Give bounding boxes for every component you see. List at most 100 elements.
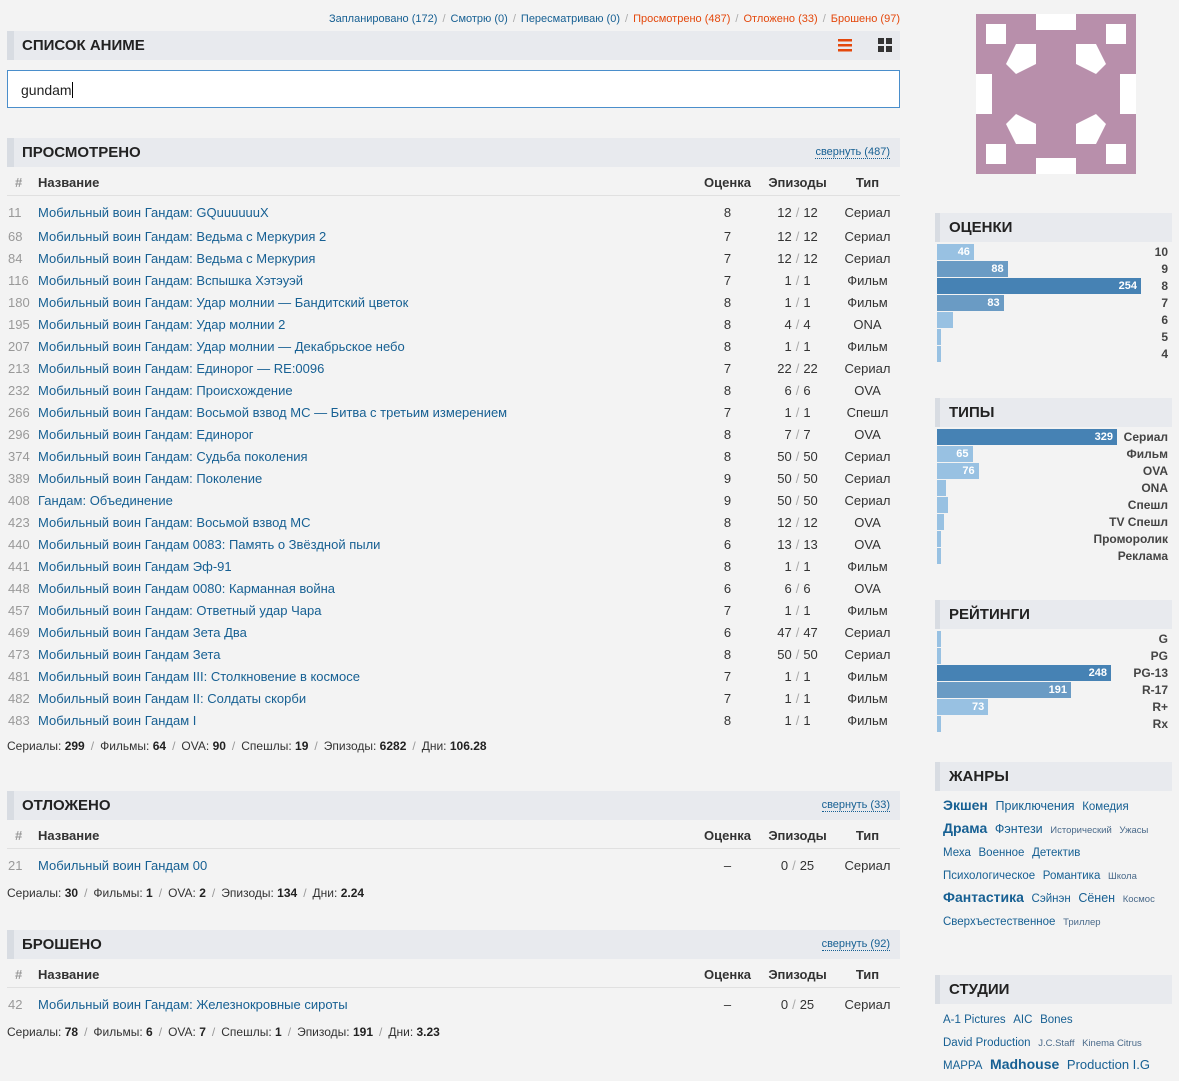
bar-row[interactable]: 5 xyxy=(937,329,1172,345)
bar-row[interactable]: 254 8 xyxy=(937,278,1172,294)
studio-tag[interactable]: Kinema Citrus xyxy=(1082,1038,1142,1049)
episodes-watched[interactable]: 4 xyxy=(784,316,792,332)
anime-link[interactable]: Мобильный воин Гандам I xyxy=(38,712,197,728)
anime-link[interactable]: Мобильный воин Гандам: Восьмой взвод МС … xyxy=(38,404,508,420)
collapse-link[interactable]: свернуть (92) xyxy=(821,938,890,951)
score[interactable]: 8 xyxy=(723,558,732,574)
user-avatar[interactable] xyxy=(976,14,1136,174)
score[interactable]: 7 xyxy=(723,404,732,420)
score[interactable]: 9 xyxy=(723,470,732,486)
column-score[interactable]: Оценка xyxy=(695,171,760,196)
search-input[interactable]: gundam xyxy=(7,70,900,108)
anime-link[interactable]: Мобильный воин Гандам Зета Два xyxy=(38,624,247,640)
episodes-watched[interactable]: 13 xyxy=(777,536,792,552)
episodes-watched[interactable]: 50 xyxy=(777,646,792,662)
episodes-watched[interactable]: 12 xyxy=(777,228,792,244)
list-view-icon[interactable] xyxy=(838,38,852,52)
episodes-watched[interactable]: 1 xyxy=(784,404,792,420)
anime-link[interactable]: Мобильный воин Гандам: Ответный удар Чар… xyxy=(38,602,322,618)
status-link[interactable]: Запланировано (172) xyxy=(328,13,438,25)
bar-row[interactable]: 65 Фильм xyxy=(937,446,1172,462)
column-num[interactable]: # xyxy=(7,963,37,988)
anime-link[interactable]: Мобильный воин Гандам: Ведьма с Меркурия… xyxy=(38,228,327,244)
anime-link[interactable]: Мобильный воин Гандам: Происхождение xyxy=(38,382,293,398)
studio-tag[interactable]: David Production xyxy=(943,1037,1031,1049)
column-type[interactable]: Тип xyxy=(835,824,900,849)
bar-row[interactable]: Реклама xyxy=(937,548,1172,564)
score[interactable]: 7 xyxy=(723,228,732,244)
genre-tag[interactable]: Драма xyxy=(943,820,988,836)
score[interactable]: 8 xyxy=(723,514,732,530)
status-link[interactable]: Брошено (97) xyxy=(830,13,900,25)
anime-link[interactable]: Мобильный воин Гандам: Удар молнии 2 xyxy=(38,316,286,332)
score[interactable]: 7 xyxy=(723,360,732,376)
bar-row[interactable]: Проморолик xyxy=(937,531,1172,547)
episodes-watched[interactable]: 1 xyxy=(784,272,792,288)
collapse-link[interactable]: свернуть (33) xyxy=(821,799,890,812)
episodes-watched[interactable]: 12 xyxy=(777,205,792,221)
anime-link[interactable]: Мобильный воин Гандам III: Столкновение … xyxy=(38,668,360,684)
episodes-watched[interactable]: 12 xyxy=(777,250,792,266)
column-episodes[interactable]: Эпизоды xyxy=(760,963,835,988)
score[interactable]: 7 xyxy=(723,690,732,706)
genre-tag[interactable]: Сэйнэн xyxy=(1031,893,1071,905)
genre-tag[interactable]: Космос xyxy=(1122,894,1155,905)
episodes-watched[interactable]: 7 xyxy=(784,426,792,442)
anime-link[interactable]: Мобильный воин Гандам: GQuuuuuuX xyxy=(38,205,269,221)
genre-tag[interactable]: Фэнтези xyxy=(994,822,1043,836)
score[interactable]: 8 xyxy=(723,448,732,464)
genre-tag[interactable]: Меха xyxy=(943,847,971,859)
bar-row[interactable]: PG xyxy=(937,648,1172,664)
score[interactable]: 7 xyxy=(723,250,732,266)
studio-tag[interactable]: Production I.G xyxy=(1066,1057,1151,1072)
genre-tag[interactable]: Приключения xyxy=(995,799,1075,813)
anime-link[interactable]: Гандам: Объединение xyxy=(38,492,173,508)
column-name[interactable]: Название xyxy=(37,171,695,196)
studio-tag[interactable]: AIC xyxy=(1013,1014,1033,1026)
studio-tag[interactable]: A-1 Pictures xyxy=(943,1014,1006,1026)
score[interactable]: – xyxy=(723,997,732,1013)
anime-link[interactable]: Мобильный воин Гандам: Восьмой взвод МС xyxy=(38,514,311,530)
score[interactable]: – xyxy=(723,858,732,874)
genre-tag[interactable]: Военное xyxy=(978,847,1025,859)
anime-link[interactable]: Мобильный воин Гандам: Единорог — RE:009… xyxy=(38,360,325,376)
bar-row[interactable]: 46 10 xyxy=(937,244,1172,260)
anime-link[interactable]: Мобильный воин Гандам: Вспышка Хэтэуэй xyxy=(38,272,304,288)
score[interactable]: 8 xyxy=(723,316,732,332)
score[interactable]: 8 xyxy=(723,382,732,398)
bar-row[interactable]: Спешл xyxy=(937,497,1172,513)
anime-link[interactable]: Мобильный воин Гандам 0083: Память о Звё… xyxy=(38,536,381,552)
episodes-watched[interactable]: 0 xyxy=(780,858,789,874)
genre-tag[interactable]: Романтика xyxy=(1042,870,1101,882)
episodes-watched[interactable]: 1 xyxy=(784,712,792,728)
bar-row[interactable]: G xyxy=(937,631,1172,647)
status-link[interactable]: Пересматриваю (0) xyxy=(520,13,621,25)
bar-row[interactable]: 73 R+ xyxy=(937,699,1172,715)
anime-link[interactable]: Мобильный воин Гандам: Удар молнии — Бан… xyxy=(38,294,409,310)
genre-tag[interactable]: Психологическое xyxy=(943,870,1036,882)
bar-row[interactable]: 4 xyxy=(937,346,1172,362)
score[interactable]: 6 xyxy=(723,536,732,552)
column-score[interactable]: Оценка xyxy=(695,824,760,849)
anime-link[interactable]: Мобильный воин Гандам: Судьба поколения xyxy=(38,448,308,464)
column-episodes[interactable]: Эпизоды xyxy=(760,171,835,196)
episodes-watched[interactable]: 1 xyxy=(784,338,792,354)
bar-row[interactable]: Rx xyxy=(937,716,1172,732)
bar-row[interactable]: 83 7 xyxy=(937,295,1172,311)
studio-tag[interactable]: J.C.Staff xyxy=(1038,1038,1075,1049)
genre-tag[interactable]: Исторический xyxy=(1050,825,1112,836)
score[interactable]: 6 xyxy=(723,580,732,596)
episodes-watched[interactable]: 12 xyxy=(777,514,792,530)
episodes-watched[interactable]: 1 xyxy=(784,668,792,684)
genre-tag[interactable]: Детектив xyxy=(1032,847,1081,859)
episodes-watched[interactable]: 0 xyxy=(780,997,789,1013)
episodes-watched[interactable]: 6 xyxy=(784,580,792,596)
bar-row[interactable]: 88 9 xyxy=(937,261,1172,277)
genre-tag[interactable]: Фантастика xyxy=(943,889,1024,905)
episodes-watched[interactable]: 1 xyxy=(784,690,792,706)
bar-row[interactable]: ONA xyxy=(937,480,1172,496)
score[interactable]: 8 xyxy=(723,338,732,354)
score[interactable]: 7 xyxy=(723,272,732,288)
genre-tag[interactable]: Сёнен xyxy=(1078,891,1116,905)
column-name[interactable]: Название xyxy=(37,824,695,849)
